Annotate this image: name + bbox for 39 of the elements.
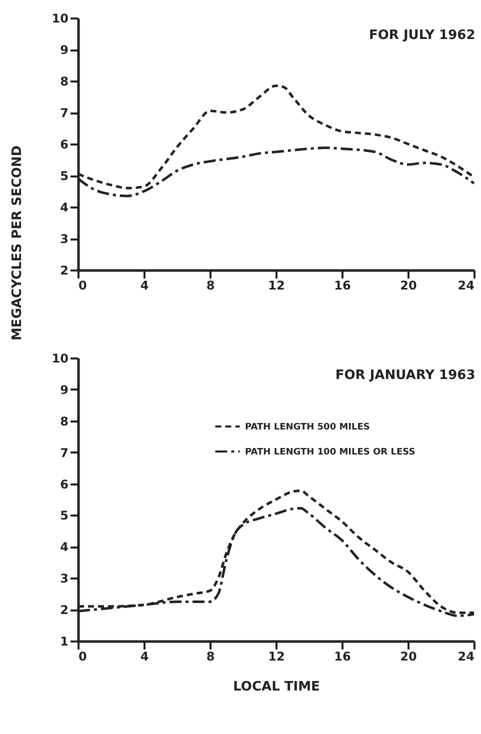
y-tick-label: 4 — [60, 540, 68, 554]
x-tick-label: 0 — [78, 650, 87, 664]
y-axis-title: MEGACYCLES PER SECOND — [10, 145, 25, 340]
x-tick-label: 8 — [206, 278, 215, 292]
x-tick-label: 16 — [334, 650, 351, 664]
y-tick-label: 2 — [60, 264, 68, 278]
text: FOR JULY 1962 — [369, 28, 476, 43]
y-tick-label: 5 — [60, 508, 68, 523]
x-tick-label: 16 — [334, 278, 351, 292]
y-tick-label: 6 — [60, 138, 68, 152]
y-tick-label: 3 — [60, 572, 68, 586]
x-tick-label: 24 — [458, 650, 474, 664]
x-tick-label: 24 — [458, 278, 474, 292]
y-tick-label: 8 — [60, 414, 68, 428]
y-tick-label: 5 — [60, 169, 68, 183]
y-tick-label: 2 — [60, 603, 68, 618]
x-tick-label: 0 — [78, 278, 87, 292]
y-tick-label: 7 — [60, 106, 68, 120]
legend-label: PATH LENGTH 500 MILES — [245, 422, 370, 432]
y-tick-label: 10 — [52, 352, 68, 366]
y-tick-label: 8 — [60, 74, 68, 88]
x-tick-label: 20 — [400, 278, 417, 292]
y-tick-label: 4 — [60, 200, 68, 214]
x-tick-label: 4 — [140, 278, 149, 292]
y-tick-label: 6 — [60, 477, 68, 492]
y-tick-label: 3 — [60, 232, 68, 246]
x-tick-label: 4 — [140, 650, 149, 664]
y-tick-label: 1 — [60, 634, 68, 648]
y-tick-label: 9 — [60, 43, 68, 57]
x-tick-label: 20 — [400, 650, 417, 664]
x-tick-label: 8 — [206, 650, 215, 664]
y-tick-label: 10 — [52, 12, 68, 26]
text: FOR JANUARY 1963 — [335, 368, 476, 383]
y-tick-label: 9 — [60, 382, 68, 397]
x-tick-label: 12 — [268, 278, 285, 292]
x-tick-label: 12 — [268, 650, 285, 664]
x-axis-title: LOCAL TIME — [233, 680, 320, 694]
y-tick-label: 7 — [60, 446, 68, 460]
legend-label: PATH LENGTH 100 MILES OR LESS — [245, 448, 416, 458]
